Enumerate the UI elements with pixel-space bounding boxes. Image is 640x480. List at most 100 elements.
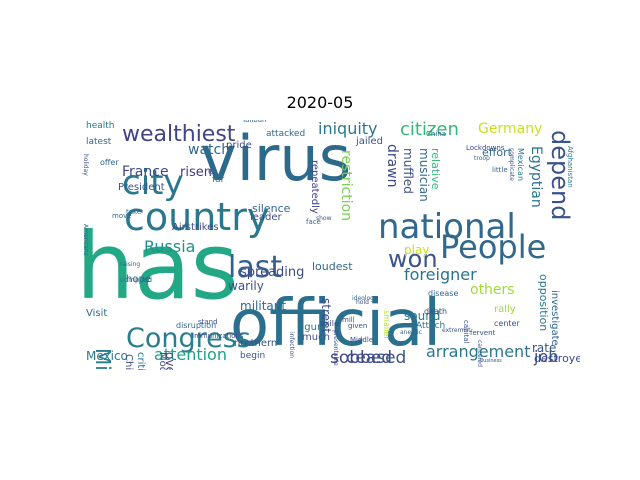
cloud-title: 2020-05 (286, 93, 354, 112)
cloud-word: latest (86, 137, 112, 147)
cloud-word: has (80, 213, 239, 320)
cloud-word: drawn (384, 144, 400, 188)
cloud-word: hold (356, 299, 369, 306)
cloud-word: anemic (400, 329, 422, 336)
cloud-word: complicate (508, 148, 515, 181)
cloud-word: Germany (478, 121, 542, 137)
cloud-word: last (228, 250, 282, 285)
cloud-word: sound (404, 309, 440, 323)
cloud-word: Immunizations (192, 332, 244, 340)
cloud-word: silence (252, 202, 291, 215)
cloud-word: Russia (144, 237, 195, 256)
cloud-word: disease (428, 289, 458, 298)
cloud-word: attention (154, 345, 227, 364)
cloud-word: depend (546, 130, 574, 220)
cloud-word: raising (120, 261, 140, 268)
cloud-word: jailed (355, 136, 383, 147)
cloud-word: risen (180, 165, 212, 180)
cloud-word: Visit (86, 308, 107, 319)
cloud-word: Attach (416, 321, 445, 331)
cloud-word: offer (100, 158, 119, 167)
cloud-word: Model (157, 352, 168, 370)
cloud-word: Mexico (86, 349, 128, 363)
cloud-word: health (86, 121, 115, 131)
cloud-word: business (480, 358, 502, 364)
cloud-word: move (112, 212, 132, 220)
cloud-word: little (492, 166, 508, 174)
cloud-word: country (124, 195, 269, 239)
cloud-word: Mexican (516, 148, 525, 181)
cloud-word: Taliban (241, 120, 266, 124)
cloud-word: national (378, 207, 516, 247)
cloud-word: effort (482, 146, 513, 159)
cloud-word: warily (228, 279, 264, 293)
cloud-word: muffled (401, 148, 415, 194)
cloud-word: destroyed (534, 352, 580, 365)
cloud-word: wealthiest (122, 122, 236, 147)
cloud-word: France (122, 164, 169, 180)
cloud-word: city (122, 163, 184, 203)
cloud-word: capital (462, 320, 470, 344)
cloud-word: death (424, 307, 447, 316)
cloud-word: attacked (266, 129, 305, 139)
cloud-word: exile (320, 319, 339, 328)
word-cloud: virus has official country city national Peopl… (80, 120, 580, 370)
cloud-word: investigate (549, 290, 560, 346)
cloud-word: center (494, 319, 520, 328)
cloud-word: ceased (346, 348, 406, 368)
cloud-word: militant (240, 299, 286, 313)
cloud-word: critic (135, 352, 146, 370)
cloud-word: arrangement (426, 342, 530, 361)
cloud-word: relative (429, 148, 442, 190)
cloud-word: spreading (240, 265, 304, 280)
cloud-word: ideology (352, 295, 378, 302)
cloud-word: el (208, 167, 216, 177)
cloud-word: loudest (312, 260, 353, 273)
cloud-word: holiday (82, 154, 89, 176)
cloud-word: job (533, 347, 558, 366)
cloud-word: show (316, 215, 332, 222)
cloud-word: foreigner (404, 265, 477, 284)
cloud-word: fervent (470, 329, 496, 337)
cloud-word: pride (226, 140, 252, 151)
cloud-word: canceled (476, 340, 483, 367)
cloud-word: far (212, 175, 225, 185)
cloud-word: sobbed (330, 348, 392, 368)
cloud-word: China (426, 130, 446, 138)
cloud-word: infection (288, 332, 295, 358)
cloud-word: musician (417, 148, 431, 202)
cloud-word: face (306, 218, 321, 226)
cloud-word: virus (200, 122, 351, 195)
cloud-word: Lockdowns (466, 144, 505, 152)
cloud-word: play (404, 243, 429, 257)
cloud-word: Middle (350, 336, 373, 344)
cloud-word: northern (234, 338, 277, 349)
cloud-word: rally (494, 304, 516, 315)
cloud-word: given (348, 322, 367, 330)
cloud-word: stand (198, 318, 218, 326)
cloud-word: figure (298, 322, 327, 333)
cloud-word: presentable (332, 330, 339, 366)
cloud-word: smaller (382, 310, 391, 340)
cloud-word: hope (126, 274, 151, 285)
cloud-word: watch (188, 142, 230, 158)
cloud-word: opposition (537, 274, 550, 331)
cloud-word: iniquity (318, 120, 378, 138)
cloud-word: street (319, 298, 333, 333)
cloud-word: leader (250, 212, 283, 223)
cloud-word: won (388, 245, 438, 273)
cloud-word: disruption (176, 321, 216, 330)
cloud-word: troop (474, 155, 490, 162)
cloud-word: extremist (442, 327, 471, 334)
cloud-word: repeatedly (309, 160, 320, 214)
cloud-word: Americans (82, 224, 89, 256)
cloud-word: official (230, 287, 441, 361)
cloud-word: rate (532, 341, 556, 355)
cloud-word: Afghanistan (566, 146, 574, 188)
cloud-word: citizen (400, 120, 459, 140)
cloud-word: President (118, 182, 165, 193)
cloud-word: much (302, 332, 330, 343)
cloud-word: others (470, 282, 515, 298)
cloud-word: overrun (163, 352, 177, 370)
cloud-word: Airstrikes (172, 222, 219, 233)
